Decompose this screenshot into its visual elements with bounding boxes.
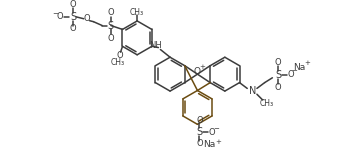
Text: CH₃: CH₃ [130, 8, 144, 17]
Text: CH₃: CH₃ [260, 99, 274, 108]
Text: S: S [275, 70, 281, 80]
Text: O: O [275, 83, 282, 92]
Text: +: + [304, 60, 310, 66]
Text: −: − [213, 126, 219, 132]
Text: +: + [199, 64, 205, 70]
Text: S: S [108, 20, 114, 31]
Text: O: O [70, 24, 76, 33]
Text: N: N [249, 86, 257, 96]
Text: O: O [116, 51, 123, 59]
Text: O: O [70, 0, 76, 9]
Text: −: − [292, 68, 298, 74]
Text: CH₃: CH₃ [111, 58, 125, 67]
Text: O: O [287, 70, 294, 79]
Text: +: + [215, 139, 221, 145]
Text: S: S [70, 12, 76, 22]
Text: Na: Na [293, 63, 306, 72]
Text: O: O [194, 67, 201, 76]
Text: O: O [108, 34, 114, 43]
Text: −: − [52, 11, 58, 17]
Text: O: O [83, 14, 90, 23]
Text: S: S [196, 127, 202, 137]
Text: O: O [209, 128, 215, 137]
Text: Na: Na [203, 140, 215, 149]
Text: O: O [275, 58, 282, 67]
Text: O: O [108, 8, 114, 17]
Text: NH: NH [149, 41, 162, 50]
Text: O: O [56, 12, 63, 21]
Text: O: O [196, 139, 203, 148]
Text: O: O [196, 116, 203, 125]
